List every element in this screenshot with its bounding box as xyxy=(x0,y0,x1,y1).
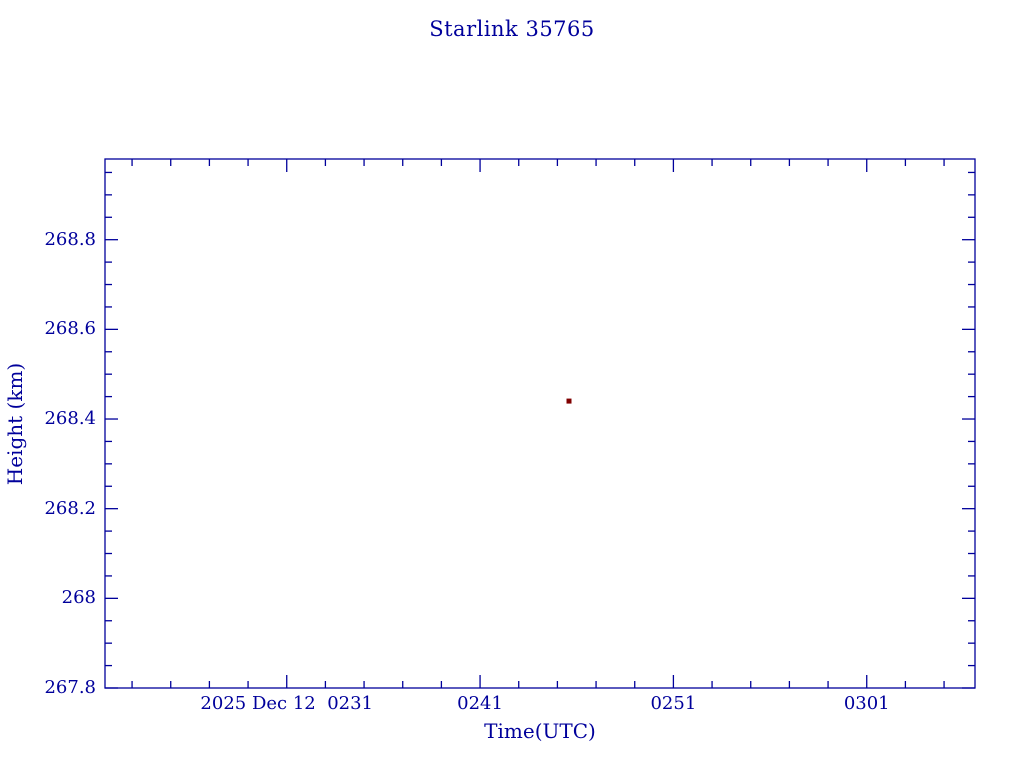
y-tick-label: 268.6 xyxy=(44,318,96,340)
data-point xyxy=(566,398,572,404)
chart-title: Starlink 35765 xyxy=(429,17,595,41)
y-tick-label: 268.4 xyxy=(44,408,96,430)
y-axis-label: Height (km) xyxy=(3,362,27,486)
x-tick-label: 0241 xyxy=(457,693,503,714)
x-tick-label: 0301 xyxy=(843,693,890,714)
x-axis-label: Time(UTC) xyxy=(484,719,596,743)
plot-frame xyxy=(104,158,976,689)
y-tick-label: 268.8 xyxy=(44,228,96,250)
y-tick-label: 267.8 xyxy=(44,677,96,698)
y-tick-label: 268 xyxy=(61,587,96,609)
x-tick-label: 2025 Dec 12 0231 xyxy=(200,693,374,714)
y-tick-label: 268.2 xyxy=(44,497,96,519)
x-tick-label: 0251 xyxy=(650,693,697,714)
